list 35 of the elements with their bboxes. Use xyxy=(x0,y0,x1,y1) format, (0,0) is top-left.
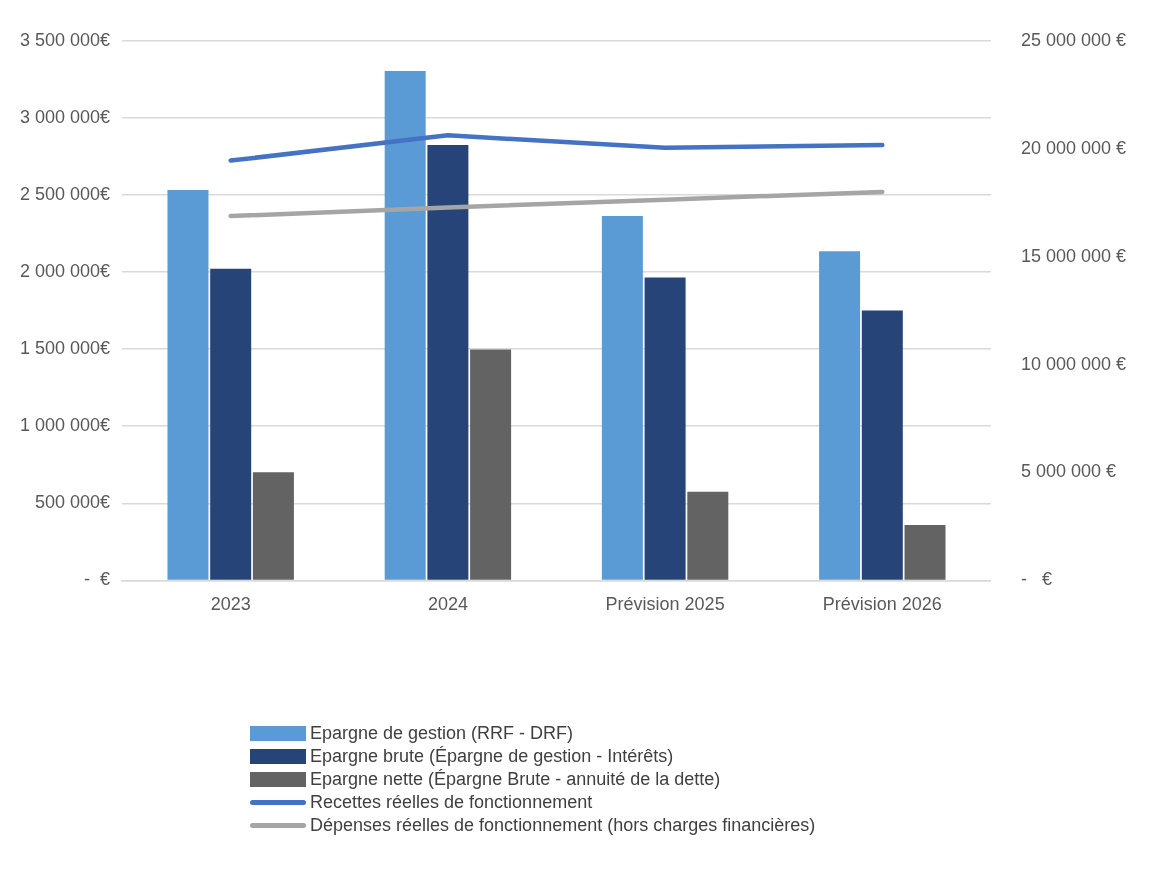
bar xyxy=(252,472,294,580)
bar xyxy=(904,524,946,580)
y2-tick-label: 10 000 000 € xyxy=(1020,353,1127,374)
y-tick-label: 1 000 000€ xyxy=(19,415,111,436)
legend-label: Dépenses réelles de fonctionnement (hors charges financières) xyxy=(310,815,816,836)
x-tick-label: 2023 xyxy=(210,594,251,615)
legend-label: Epargne de gestion (RRF - DRF) xyxy=(310,723,574,744)
bar xyxy=(210,268,252,580)
bar xyxy=(427,145,469,580)
bar xyxy=(384,71,426,580)
bar xyxy=(601,216,643,580)
y-tick-label: 2 000 000€ xyxy=(19,261,111,282)
bar xyxy=(861,310,903,580)
y-tick-label: 3 500 000€ xyxy=(19,29,111,50)
bar xyxy=(470,349,512,580)
x-tick-label: 2024 xyxy=(427,594,468,615)
bar xyxy=(644,277,686,580)
x-tick-label: Prévision 2025 xyxy=(605,594,725,615)
legend-label: Epargne brute (Épargne de gestion - Intérêts) xyxy=(310,746,674,767)
y-tick-label: 3 000 000€ xyxy=(19,106,111,127)
x-tick-label: Prévision 2026 xyxy=(822,594,942,615)
y2-tick-label: 25 000 000 € xyxy=(1020,29,1127,50)
y-tick-label: 500 000€ xyxy=(35,492,111,513)
bar xyxy=(687,491,729,580)
y-tick-label: 2 500 000€ xyxy=(19,183,111,204)
y-tick-label: 1 500 000€ xyxy=(19,338,111,359)
y2-tick-label: 5 000 000 € xyxy=(1020,461,1116,482)
legend-label: Epargne nette (Épargne Brute - annuité de la dette) xyxy=(310,769,721,790)
y2-tick-label: 15 000 000 € xyxy=(1020,245,1127,266)
y2-tick-label: - € xyxy=(1020,569,1052,590)
legend-label: Recettes réelles de fonctionnement xyxy=(310,792,593,813)
bar xyxy=(819,251,861,580)
y2-tick-label: 20 000 000 € xyxy=(1020,137,1127,158)
y-tick-label: - € xyxy=(84,569,111,590)
bar xyxy=(167,189,209,580)
